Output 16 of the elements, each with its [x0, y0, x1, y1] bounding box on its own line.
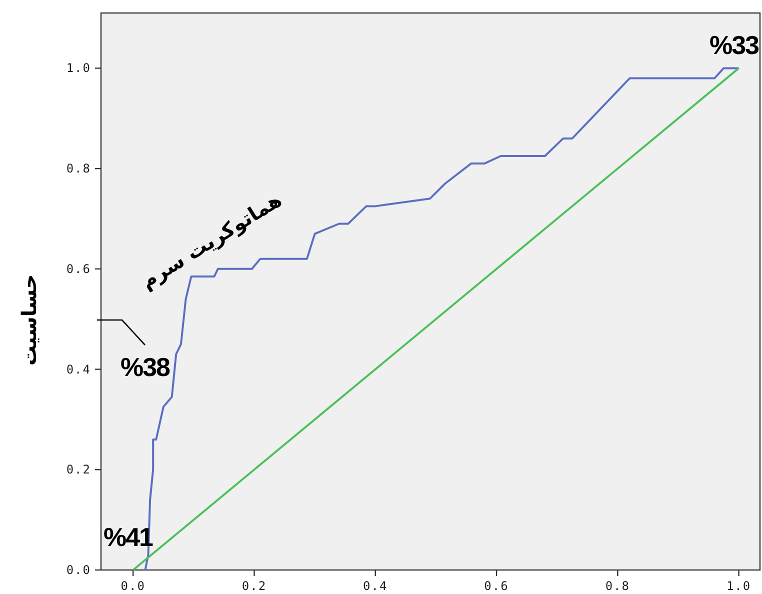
text: هماتوکریت سرم — [136, 187, 286, 294]
y-tick-label: 0.8 — [66, 162, 91, 176]
x-tick-label: 0.4 — [363, 579, 388, 593]
x-tick-label: 0.8 — [605, 579, 630, 593]
y-tick-label: 0.4 — [66, 362, 91, 376]
y-tick-label: 0.0 — [66, 563, 91, 577]
annotation: %33 — [709, 30, 760, 60]
y-axis-title: حساسیت — [17, 274, 41, 366]
y-tick-label: 0.2 — [66, 462, 91, 477]
x-tick-label: 1.0 — [726, 579, 752, 593]
y-tick-label: 0.6 — [66, 262, 91, 276]
annotation: %38 — [120, 352, 170, 382]
y-tick-label: 1.0 — [66, 61, 91, 76]
x-tick-label: 0.6 — [484, 579, 509, 593]
x-tick-label: 0.0 — [120, 579, 146, 593]
x-tick-label: 0.2 — [242, 579, 267, 593]
